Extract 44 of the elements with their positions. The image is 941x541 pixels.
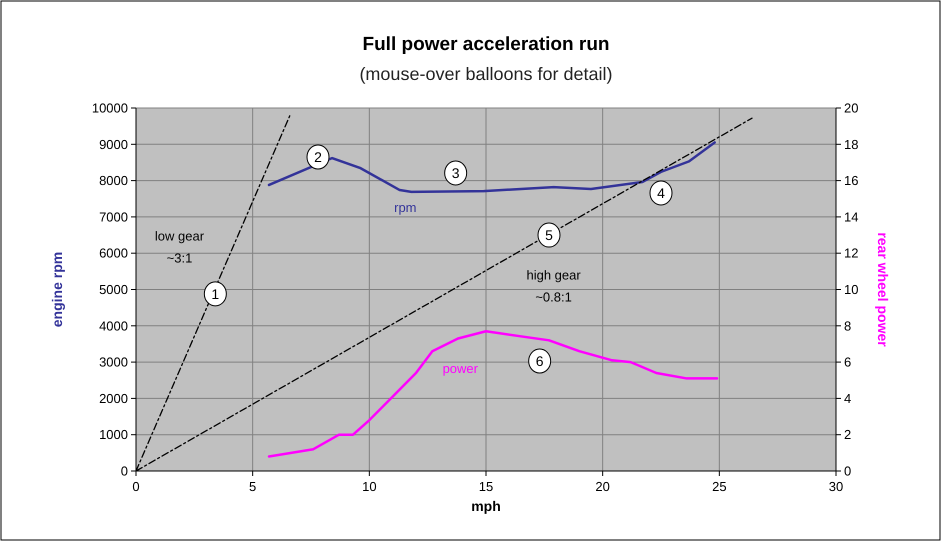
y2-tick-label: 20 (844, 100, 858, 116)
y2-tick-label: 6 (844, 354, 852, 370)
annotation: 2 (314, 149, 322, 166)
y-tick-label: 0 (120, 464, 128, 478)
y-tick-label: 1000 (99, 427, 128, 442)
y-tick-label: 6000 (99, 246, 128, 261)
series-label: high gear ~0.8:1 (526, 267, 582, 304)
y2-tick-label: 18 (844, 136, 858, 152)
annotation: 3 (452, 164, 460, 181)
y2-tick-label: 16 (844, 173, 858, 188)
annotation: 4 (657, 184, 666, 201)
y2-tick-label: 4 (844, 390, 852, 406)
x-tick-label: 10 (362, 479, 377, 494)
series-label: low gear ~3:1 (154, 228, 205, 266)
y2-tick-label: 0 (844, 464, 852, 478)
y-tick-label: 10000 (92, 100, 128, 116)
series-label: rpm (394, 200, 417, 215)
series-label: power (442, 361, 479, 376)
y2-tick-label: 12 (844, 246, 858, 261)
y-tick-label: 7000 (99, 209, 128, 224)
y-tick-label: 3000 (99, 354, 128, 370)
x-tick-label: 25 (712, 479, 727, 494)
y2-axis-title: rear wheel power (875, 232, 891, 348)
y-tick-label: 5000 (99, 282, 128, 297)
y2-tick-label: 2 (844, 427, 852, 442)
y2-tick-label: 10 (844, 282, 858, 297)
chart-subtitle: (mouse-over balloons for detail) (359, 64, 613, 84)
y2-tick-label: 14 (844, 209, 858, 224)
x-tick-label: 30 (828, 479, 844, 494)
x-tick-label: 0 (132, 479, 140, 494)
annotation: 1 (211, 286, 220, 302)
annotation: 6 (536, 353, 544, 370)
y-tick-label: 9000 (99, 136, 128, 152)
x-tick-label: 5 (249, 479, 256, 494)
x-tick-label: 15 (478, 479, 494, 494)
y-tick-label: 8000 (99, 173, 128, 188)
x-tick-label: 20 (595, 479, 610, 494)
chart-title: Full power acceleration run (362, 34, 610, 55)
y-tick-label: 4000 (99, 318, 128, 334)
y2-tick-label: 8 (844, 318, 852, 334)
annotation: 5 (545, 227, 554, 244)
y-axis-title: engine rpm (49, 252, 65, 328)
x-axis-title: mph (471, 498, 501, 514)
y-tick-label: 2000 (99, 390, 128, 406)
